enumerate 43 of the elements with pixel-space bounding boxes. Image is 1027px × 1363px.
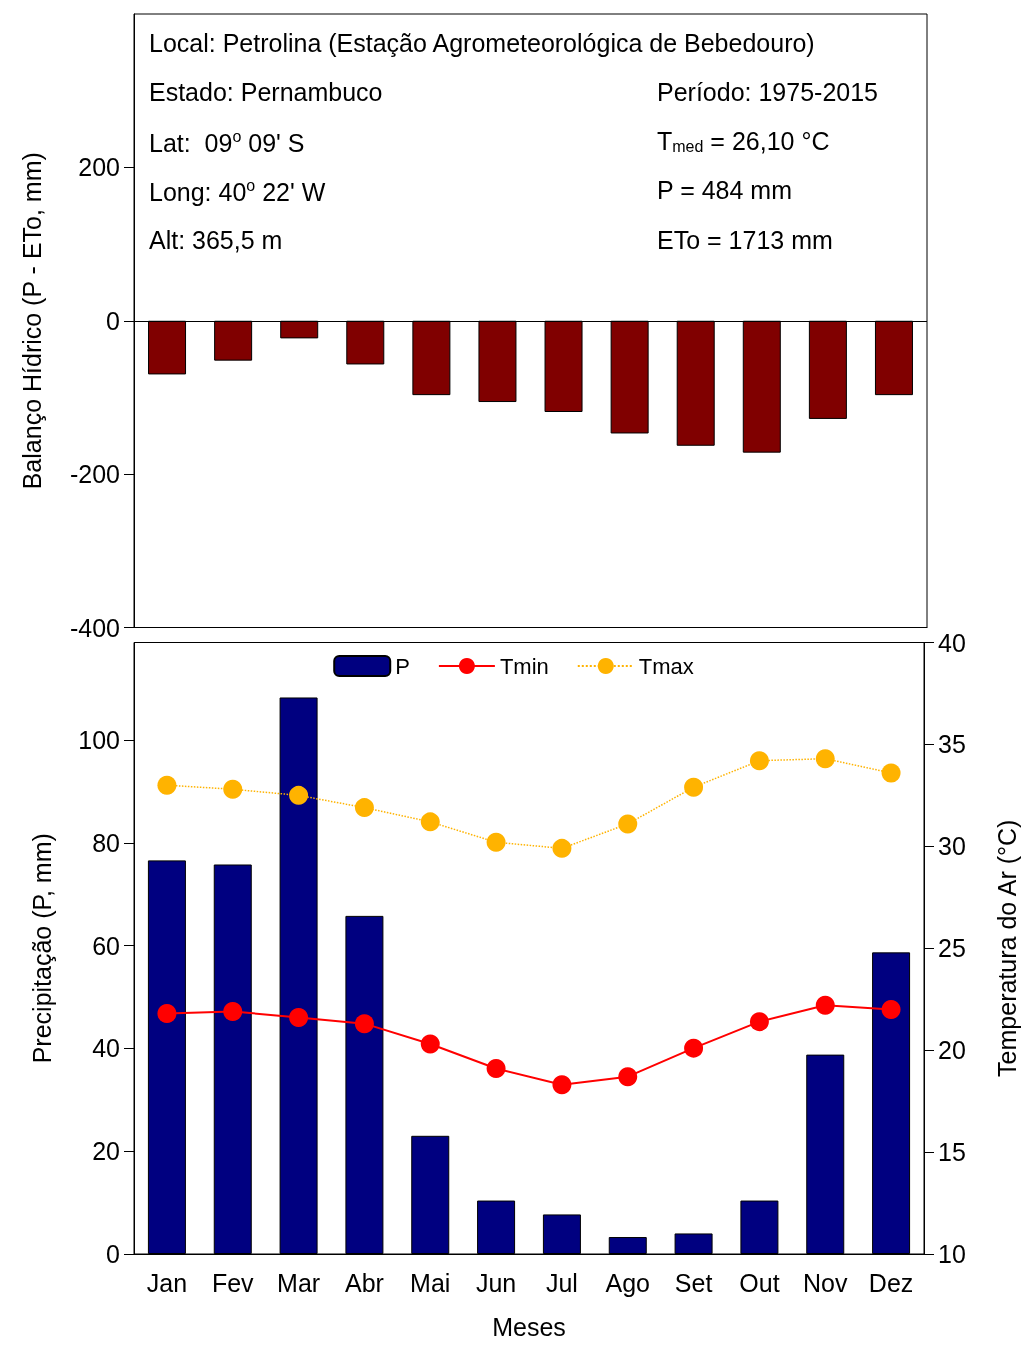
y2-tick-label: 25 [938, 934, 966, 963]
y-axis-title: Precipitação (P, mm) [27, 833, 56, 1064]
y-tick-label: 60 [92, 931, 120, 960]
y2-tick-label: 40 [938, 628, 966, 657]
x-tick-label: Jul [545, 1268, 578, 1297]
annotation: P = 484 mm [657, 176, 793, 205]
legend-label: P [395, 653, 410, 679]
y-tick-label: 200 [78, 153, 120, 182]
x-tick-label: Abr [344, 1268, 384, 1297]
x-tick-label: Jan [146, 1268, 188, 1297]
x-tick-label: Nov [803, 1268, 848, 1297]
y-tick-label: 40 [92, 1034, 120, 1063]
y-tick-label: 0 [106, 1240, 120, 1268]
annotation: ETo = 1713 mm [657, 225, 833, 254]
y2-tick-label: 20 [938, 1036, 966, 1065]
x-tick-label: Dez [868, 1268, 914, 1297]
y-tick-label: 0 [106, 306, 120, 335]
x-tick-label: Ago [605, 1268, 650, 1297]
x-tick-label: Fev [211, 1268, 255, 1297]
y2-tick-label: 35 [938, 730, 966, 759]
y-axis-title: Balanço Hídrico (P - ETo, mm) [17, 152, 46, 490]
y2-tick-label: 10 [938, 1240, 966, 1268]
x-tick-label: Jun [475, 1268, 517, 1297]
x-tick-label: Mar [277, 1268, 321, 1297]
y-tick-label: 80 [92, 828, 120, 857]
x-tick-label: Mai [410, 1268, 451, 1297]
y2-tick-label: 15 [938, 1138, 966, 1167]
x-tick-label: Out [739, 1268, 780, 1297]
legend-label: Tmin [499, 653, 549, 679]
annotation: Alt: 365,5 m [149, 225, 283, 254]
y-tick-label: 20 [92, 1137, 120, 1166]
annotation: Tmed = 26,10 °C [657, 127, 830, 156]
x-axis-title: Meses [492, 1312, 566, 1341]
annotation: Local: Petrolina (Estação Agrometeorológica de Bebedouro) [149, 28, 815, 57]
y-tick-label: -200 [69, 460, 120, 489]
annotation: Período: 1975-2015 [657, 77, 879, 106]
y2-axis-title: Temperatura do Ar (°C) [992, 819, 1021, 1077]
annotation: Estado: Pernambuco [149, 77, 383, 106]
x-tick-label: Set [674, 1268, 713, 1297]
y-tick-label: -400 [69, 613, 120, 642]
legend-label: Tmax [638, 653, 694, 679]
y2-tick-label: 30 [938, 832, 966, 861]
y-tick-label: 100 [78, 726, 120, 755]
